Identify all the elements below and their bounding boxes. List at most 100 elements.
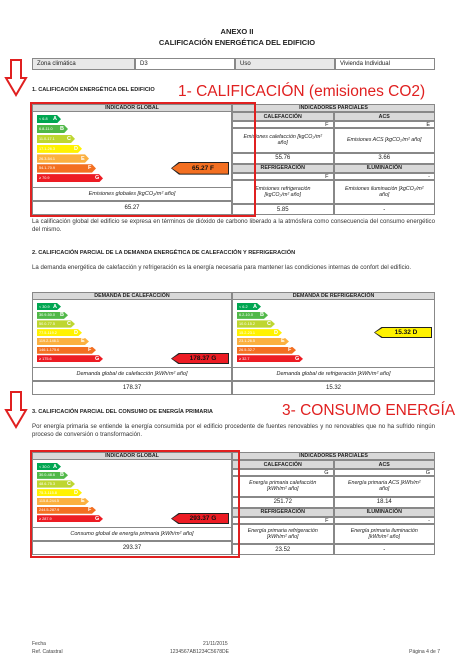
scale-range: 10.0-15.2 [239,322,256,327]
partial-label: Emisiones ACS [kgCO₂/m² año] [333,128,435,153]
scale-letter: C [67,321,71,328]
scale-bar [37,355,103,362]
scale-letter: F [88,507,92,514]
highlight-box [30,450,240,558]
scale-letter: E [81,498,85,505]
scale-letter: B [60,126,64,133]
paragraph: La demanda energética de calefacción y r… [32,264,412,271]
scale-bar [37,463,61,470]
scale-range: 6.2-10.0 [239,313,253,318]
scale-letter: E [281,338,285,345]
scale-bar [237,303,261,310]
partial-value: 18.14 [333,496,435,508]
scale-bar [37,145,82,153]
scale-letter: B [60,312,64,319]
panel-header: INDICADOR GLOBAL [32,452,232,460]
scale-range: 50.0-77.5 [39,322,56,327]
scale-range: 48.6-75.3 [39,482,56,487]
scale-bar [237,320,275,327]
info-cell: D3 [135,58,235,70]
scale-bar [37,338,89,345]
panel-header: INDICADOR GLOBAL [32,104,232,112]
footer-label: Fecha [32,641,46,647]
scale-range: ≥ 175.6 [39,356,52,361]
partial-name: CALEFACCIÓN [232,112,334,121]
scale-letter: A [53,116,57,123]
scale-range: 30.9-50.0 [39,313,56,318]
global-label: Demanda global de calefacción [kWh/m² añ… [32,367,232,381]
global-label: Demanda global de refrigeración [kWh/m² … [232,367,435,381]
scale-letter: D [74,489,78,496]
scale-range: 54.1-70.9 [39,166,56,171]
scale-bar [37,115,61,123]
scale-range: 146.1-175.6 [39,348,60,353]
partial-label: Energía primaria calefacción [kWh/m² año… [232,476,334,497]
scale-letter: D [274,329,278,336]
scale-letter: G [295,355,300,362]
scale-range: 15.2-23.1 [239,330,256,335]
scale-range: 6.8-11.0 [39,127,53,132]
scale-range: < 30.9 [39,304,50,309]
section-heading: 1. CALIFICACIÓN ENERGÉTICA DEL EDIFICIO [32,87,155,93]
global-value: 15.32 [232,381,435,395]
arrow-3 [4,391,28,429]
scale-range: ≥ 70.9 [39,176,50,181]
subtitle: CALIFICACIÓN ENERGÉTICA DEL EDIFICIO [158,38,316,47]
annotation: 1- CALIFICACIÓN (emisiones CO2) [178,83,426,100]
panel-header: INDICADORES PARCIALES [232,104,435,112]
panel-header: INDICADORES PARCIALES [232,452,435,460]
scale-range: 26.3-54.1 [39,156,56,161]
scale-range: 23.1-26.5 [239,339,256,344]
scale-bar [237,355,303,362]
partial-name: CALEFACCIÓN [232,460,334,469]
highlight-box [30,102,256,217]
partial-letter: E [333,121,435,128]
scale-bar [37,320,75,327]
scale-letter: D [74,329,78,336]
scale-bar [37,125,68,133]
scale-bar [37,164,96,172]
global-label: Consumo global de energía primaria [kWh/… [32,527,232,541]
scale-letter: F [88,165,92,172]
scale-letter: F [88,347,92,354]
scale-range: ≥ 32.7 [239,356,250,361]
scale-letter: A [53,303,57,310]
badge: 65.27 F [172,162,228,174]
scale-range: 244.5-287.9 [39,508,60,513]
partial-value: - [333,544,435,555]
partial-name: ACS [333,460,435,469]
scale-range: < 6.8 [39,117,48,122]
partial-name: ACS [333,112,435,121]
badge: 178.37 G [172,353,228,364]
partial-letter: F [232,516,334,524]
scale-letter: E [81,155,85,162]
partial-letter: G [232,469,334,476]
partial-value: - [333,204,435,215]
title: ANEXO II [220,27,254,36]
partial-label: Energía primaria ACS [kWh/m² año] [333,476,435,497]
global-value: 178.37 [32,381,232,395]
section-heading: 3. CALIFICACIÓN PARCIAL DEL CONSUMO DE E… [32,409,213,415]
panel-header: DEMANDA DE REFRIGERACIÓN [232,292,435,300]
scale-range: 119.2-146.1 [39,339,59,344]
partial-value: 3.66 [333,152,435,164]
global-label: Emisiones globales [kgCO₂/m² año] [32,187,232,201]
partial-letter: F [232,172,334,180]
scale-bar [37,507,96,514]
partial-value: 5.85 [232,204,334,215]
scale-bar [37,135,75,143]
section-heading: 2. CALIFICACIÓN PARCIAL DE LA DEMANDA EN… [32,250,296,256]
partial-label: Emisiones iluminación [kgCO₂/m² año] [333,179,435,204]
footer-label: Ref. Catastral [32,649,63,655]
info-cell: Zona climática [32,58,135,70]
arrow-1 [4,59,28,97]
badge: 15.32 D [375,327,431,338]
partial-name: REFRIGERACIÓN [232,163,334,173]
scale-range: < 6.2 [239,304,248,309]
scale-range: 26.5-32.7 [239,348,256,353]
scale-letter: B [60,472,64,479]
scale-range: 77.5-119.2 [39,330,57,335]
partial-value: 55.76 [232,152,334,164]
scale-bar [37,312,68,319]
info-cell: Vivienda Individual [335,58,435,70]
